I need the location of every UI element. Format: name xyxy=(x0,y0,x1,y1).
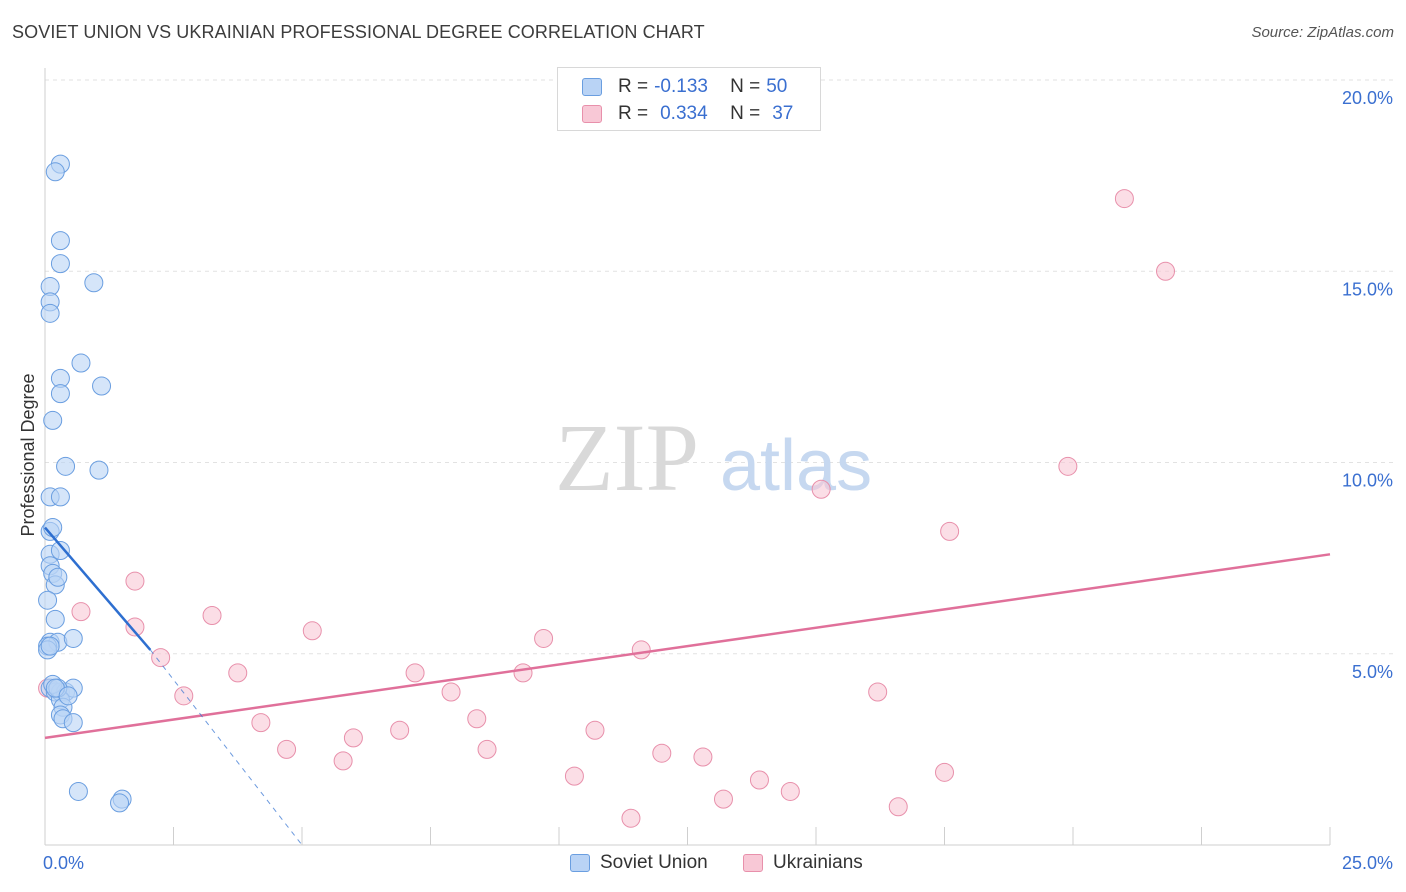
x-tick-label-max: 25.0% xyxy=(1342,853,1393,873)
series-soviet-union xyxy=(38,154,132,813)
soviet-swatch xyxy=(582,78,602,96)
bottom-legend-ukrainians: Ukrainians xyxy=(743,852,863,874)
y-tick-label: 15.0% xyxy=(1342,279,1393,299)
tick-labels: 5.0% 10.0% 15.0% 20.0% 0.0% 25.0% xyxy=(43,88,1393,873)
soviet-union-point xyxy=(38,590,58,610)
ukrainians-n-value: 37 xyxy=(772,103,794,124)
soviet-legend-label: Soviet Union xyxy=(600,852,708,873)
legend-row-ukrainians: R = 0.334 N = 37 xyxy=(582,102,793,126)
ukrainians-trendline xyxy=(44,553,1331,740)
soviet-union-point xyxy=(89,460,109,480)
ukrainians-point xyxy=(477,739,497,759)
ukrainians-point xyxy=(71,602,91,622)
soviet-r-value: -0.133 xyxy=(654,76,708,97)
gridlines xyxy=(45,79,1395,655)
stats-legend: R = -0.133 N = 50 R = 0.334 N = 37 xyxy=(557,67,821,131)
axes xyxy=(44,68,1331,846)
r-label: R = xyxy=(618,76,649,97)
ukrainians-point xyxy=(302,621,322,641)
soviet-n-value: 50 xyxy=(766,76,788,97)
soviet-union-point xyxy=(45,609,65,629)
soviet-union-point xyxy=(43,410,63,430)
soviet-union-point xyxy=(50,487,70,507)
ukrainians-point xyxy=(652,743,672,763)
ukrainians-legend-label: Ukrainians xyxy=(773,852,863,873)
ukrainians-point xyxy=(1058,456,1078,476)
ukrainians-point xyxy=(1114,189,1134,209)
soviet-union-point xyxy=(45,162,65,182)
soviet-union-point xyxy=(68,781,88,801)
ukrainians-r-value: 0.334 xyxy=(660,103,708,124)
trendlines xyxy=(44,526,1331,846)
ukrainians-point xyxy=(940,521,960,541)
ukrainians-swatch xyxy=(582,105,602,123)
ukrainians-point xyxy=(333,751,353,771)
soviet-union-point xyxy=(63,628,83,648)
soviet-union-point xyxy=(58,686,78,706)
ukrainians-point xyxy=(251,713,271,733)
ukrainians-point xyxy=(749,770,769,790)
ukrainians-point xyxy=(693,747,713,767)
soviet-union-trendline-extension xyxy=(149,649,303,846)
ukrainians-point xyxy=(125,617,145,637)
ukrainians-point xyxy=(467,709,487,729)
watermark-zip: ZIP xyxy=(555,404,699,511)
x-tick-label-min: 0.0% xyxy=(43,853,84,873)
n-label: N = xyxy=(730,76,761,97)
ukrainians-point xyxy=(631,640,651,660)
ukrainians-point xyxy=(513,663,533,683)
ukrainians-point xyxy=(811,479,831,499)
ukrainians-point xyxy=(564,766,584,786)
y-tick-label: 5.0% xyxy=(1352,662,1393,682)
chart-title: SOVIET UNION VS UKRAINIAN PROFESSIONAL D… xyxy=(12,22,705,42)
y-axis-label: Professional Degree xyxy=(18,373,38,536)
soviet-union-point xyxy=(50,540,70,560)
ukrainians-point xyxy=(534,628,554,648)
ukrainians-point xyxy=(868,682,888,702)
soviet-union-point xyxy=(40,636,60,656)
r-label: R = xyxy=(618,103,649,124)
ukrainians-point xyxy=(935,762,954,782)
soviet-union-point xyxy=(48,567,68,587)
ukrainians-point xyxy=(780,781,800,801)
ukrainians-point xyxy=(228,663,248,683)
soviet-union-point xyxy=(84,273,104,293)
soviet-union-point xyxy=(40,303,60,323)
soviet-union-point xyxy=(92,376,112,396)
ukrainians-point xyxy=(441,682,461,702)
bottom-legend-soviet: Soviet Union xyxy=(570,852,708,874)
source-label: Source: ZipAtlas.com xyxy=(1251,24,1394,41)
ukrainians-point xyxy=(1156,261,1176,281)
y-tick-label: 10.0% xyxy=(1342,471,1393,491)
soviet-union-point xyxy=(50,384,70,404)
soviet-union-trendline xyxy=(44,526,152,651)
series-ukrainians xyxy=(38,189,1176,828)
ukrainians-point xyxy=(202,606,222,625)
ukrainians-point xyxy=(151,648,171,668)
ukrainians-point xyxy=(405,663,425,683)
ukrainians-point xyxy=(621,808,641,828)
soviet-union-point xyxy=(63,713,83,733)
ukrainians-point xyxy=(343,728,363,748)
ukrainians-point xyxy=(125,571,145,591)
soviet-union-point xyxy=(56,456,76,476)
soviet-union-point xyxy=(50,231,70,251)
ukrainians-point xyxy=(888,797,908,817)
ukrainians-point xyxy=(390,720,410,740)
n-label: N = xyxy=(730,103,761,124)
ukrainians-legend-swatch xyxy=(743,854,763,872)
legend-row-soviet: R = -0.133 N = 50 xyxy=(582,75,787,99)
ukrainians-point xyxy=(174,686,194,706)
watermark-atlas: atlas xyxy=(720,426,872,506)
ukrainians-point xyxy=(277,739,297,759)
soviet-union-point xyxy=(110,793,130,813)
ukrainians-point xyxy=(585,720,605,740)
y-tick-label: 20.0% xyxy=(1342,88,1393,108)
soviet-union-point xyxy=(50,254,70,274)
soviet-union-point xyxy=(71,353,91,373)
soviet-legend-swatch xyxy=(570,854,590,872)
ukrainians-point xyxy=(713,789,733,809)
